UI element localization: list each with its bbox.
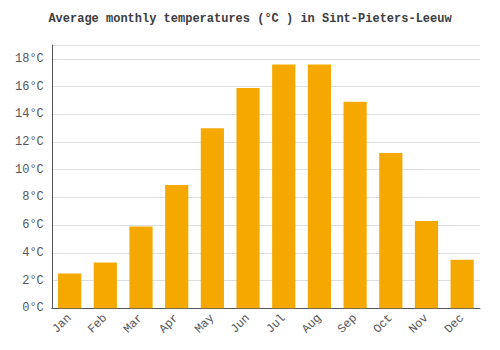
svg-text:Average monthly temperatures (: Average monthly temperatures (°C ) in Si… [48, 12, 452, 26]
svg-text:Jul: Jul [264, 311, 289, 336]
svg-text:Sep: Sep [335, 311, 360, 336]
svg-text:16°C: 16°C [15, 80, 44, 94]
svg-text:2°C: 2°C [22, 274, 44, 288]
svg-text:Apr: Apr [156, 311, 181, 336]
svg-text:Oct: Oct [371, 311, 396, 336]
svg-text:Jan: Jan [49, 311, 74, 336]
svg-text:12°C: 12°C [15, 135, 44, 149]
svg-text:18°C: 18°C [15, 52, 44, 66]
svg-text:Nov: Nov [406, 311, 431, 336]
svg-text:Dec: Dec [442, 311, 467, 336]
svg-text:8°C: 8°C [22, 190, 44, 204]
svg-text:Feb: Feb [85, 311, 110, 336]
svg-text:May: May [192, 311, 217, 336]
svg-text:4°C: 4°C [22, 246, 44, 260]
svg-text:Jun: Jun [228, 311, 253, 336]
svg-text:0°C: 0°C [22, 301, 44, 315]
svg-text:Mar: Mar [121, 311, 146, 336]
svg-text:10°C: 10°C [15, 163, 44, 177]
svg-text:6°C: 6°C [22, 218, 44, 232]
svg-text:14°C: 14°C [15, 107, 44, 121]
svg-text:Aug: Aug [299, 311, 324, 336]
